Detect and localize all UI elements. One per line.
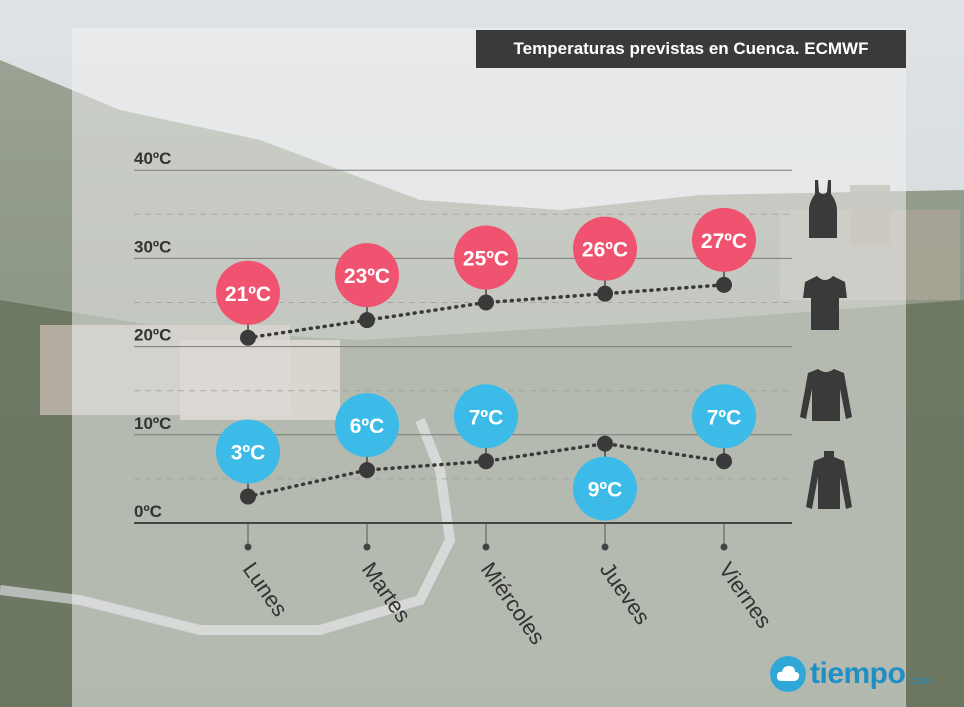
brand-logo[interactable]: tiempo .com <box>770 652 940 696</box>
data-bubble <box>692 384 756 449</box>
data-label: 27ºC <box>701 230 747 253</box>
data-bubble <box>216 260 280 325</box>
data-bubble <box>335 243 399 308</box>
turtleneck-icon <box>806 451 852 509</box>
data-label: 7ºC <box>469 406 504 429</box>
x-tick-label: Jueves <box>595 558 655 629</box>
y-tick-label: 20ºC <box>134 326 171 345</box>
data-point <box>240 488 256 505</box>
x-tick-label: Martes <box>357 558 416 627</box>
x-tick-dot <box>482 543 490 551</box>
data-point <box>597 435 613 452</box>
data-point <box>240 329 256 346</box>
long-sleeve-shirt-icon <box>800 369 852 421</box>
chart-title: Temperaturas previstas en Cuenca. ECMWF <box>476 30 906 68</box>
brand-domain: .com <box>907 675 932 687</box>
data-point <box>716 276 732 293</box>
y-tick-label: 30ºC <box>134 237 171 256</box>
data-point <box>359 462 375 479</box>
data-bubble <box>335 393 399 458</box>
clothing-icons <box>800 180 852 509</box>
data-label: 25ºC <box>463 248 509 271</box>
data-label: 3ºC <box>231 442 266 465</box>
chart-panel <box>72 28 906 707</box>
y-tick-label: 40ºC <box>134 149 171 168</box>
tank-top-icon <box>809 180 837 238</box>
data-bubble <box>573 456 637 521</box>
series-marks: 21ºC 23ºC 25ºC 26ºC 27ºC 3ºC 6ºC 7ºC 9ºC 7ºC <box>216 207 756 521</box>
data-point <box>478 453 494 470</box>
x-tick-label: Miércoles <box>476 558 550 649</box>
data-label: 7ºC <box>707 406 742 429</box>
data-point <box>597 285 613 302</box>
x-tick-dot <box>244 543 252 551</box>
data-bubble <box>216 419 280 484</box>
data-bubble <box>692 207 756 272</box>
data-point <box>716 453 732 470</box>
x-tick-dot <box>601 543 609 551</box>
data-point <box>359 312 375 329</box>
data-point <box>478 294 494 311</box>
series-line <box>246 441 726 499</box>
data-label: 21ºC <box>225 283 271 306</box>
data-label: 23ºC <box>344 265 390 288</box>
x-tick-dot <box>720 543 728 551</box>
data-bubble <box>573 216 637 281</box>
t-shirt-icon <box>803 276 847 330</box>
data-label: 6ºC <box>350 415 385 438</box>
data-label: 26ºC <box>582 239 628 262</box>
data-label: 9ºC <box>588 479 623 502</box>
data-bubble <box>454 225 518 290</box>
cloud-in-circle-icon <box>770 656 806 692</box>
x-tick-dot <box>363 543 371 551</box>
y-tick-label: 10ºC <box>134 414 171 433</box>
x-tick-label: Viernes <box>714 558 777 633</box>
x-tick-label: Lunes <box>238 558 293 621</box>
data-bubble <box>454 384 518 449</box>
brand-word: tiempo <box>810 657 906 690</box>
y-tick-label: 0ºC <box>134 502 162 521</box>
x-axis: Lunes Martes Miércoles Jueves Viernes <box>134 522 792 649</box>
